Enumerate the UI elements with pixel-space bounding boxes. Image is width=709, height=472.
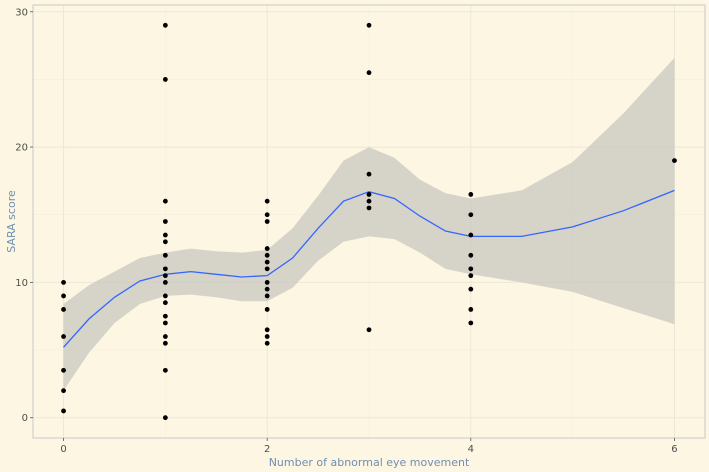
data-point xyxy=(264,259,270,265)
data-point xyxy=(366,205,372,211)
data-point xyxy=(162,313,168,319)
y-axis-title: SARA score xyxy=(5,190,18,253)
data-point xyxy=(61,334,66,339)
data-point xyxy=(162,232,168,238)
data-point xyxy=(366,70,372,76)
y-tick-label: 10 xyxy=(15,278,28,289)
confidence-band xyxy=(63,57,675,391)
data-point xyxy=(264,198,270,204)
x-tick-label: 0 xyxy=(60,444,66,455)
data-point xyxy=(61,388,66,394)
data-point xyxy=(162,334,168,339)
data-point xyxy=(162,198,168,204)
data-point xyxy=(162,415,168,421)
data-point xyxy=(366,327,372,333)
data-point xyxy=(468,192,474,197)
x-tick-label: 4 xyxy=(468,444,474,455)
data-point xyxy=(264,286,270,292)
data-point xyxy=(264,252,270,258)
data-point xyxy=(162,266,168,272)
data-point xyxy=(162,293,168,299)
data-point xyxy=(264,340,270,346)
data-point xyxy=(264,334,270,339)
data-point xyxy=(264,212,270,218)
smooth-line xyxy=(63,189,675,348)
y-axis-ticks: 0 10 20 30 xyxy=(15,7,33,424)
data-points xyxy=(61,22,677,421)
data-point xyxy=(264,327,270,333)
data-point xyxy=(162,367,168,373)
data-point xyxy=(61,293,66,299)
data-point xyxy=(162,273,168,279)
data-point xyxy=(61,279,66,285)
x-axis-title: Number of abnormal eye movement xyxy=(269,456,470,469)
data-point xyxy=(61,367,66,373)
x-axis-ticks: 0 2 4 6 xyxy=(60,438,678,455)
data-point xyxy=(162,340,168,346)
data-point xyxy=(162,252,168,258)
data-point xyxy=(264,293,270,299)
data-point xyxy=(162,22,168,28)
data-point xyxy=(468,232,474,238)
y-tick-label: 30 xyxy=(15,7,28,18)
x-tick-label: 2 xyxy=(264,444,270,455)
data-point xyxy=(61,307,66,312)
data-point xyxy=(468,273,474,279)
data-point xyxy=(366,192,372,197)
data-point xyxy=(366,198,372,204)
x-tick-label: 6 xyxy=(671,444,677,455)
data-point xyxy=(162,279,168,285)
data-point xyxy=(468,307,474,312)
data-point xyxy=(264,246,270,251)
data-point xyxy=(162,77,168,82)
data-point xyxy=(264,307,270,312)
data-point xyxy=(468,266,474,272)
plot-panel xyxy=(32,4,706,439)
data-point xyxy=(672,158,677,164)
data-point xyxy=(366,171,372,177)
data-point xyxy=(468,252,474,258)
data-point xyxy=(366,22,372,28)
data-point xyxy=(162,300,168,306)
data-point xyxy=(264,219,270,224)
data-point xyxy=(264,266,270,272)
data-point xyxy=(468,212,474,218)
data-point xyxy=(162,239,168,245)
data-point xyxy=(61,408,66,414)
data-point xyxy=(468,286,474,292)
panel-border xyxy=(32,4,706,439)
data-point xyxy=(264,279,270,285)
y-tick-label: 0 xyxy=(22,413,28,424)
data-point xyxy=(162,320,168,326)
data-point xyxy=(162,219,168,224)
data-point xyxy=(468,320,474,326)
y-tick-label: 20 xyxy=(15,143,28,154)
